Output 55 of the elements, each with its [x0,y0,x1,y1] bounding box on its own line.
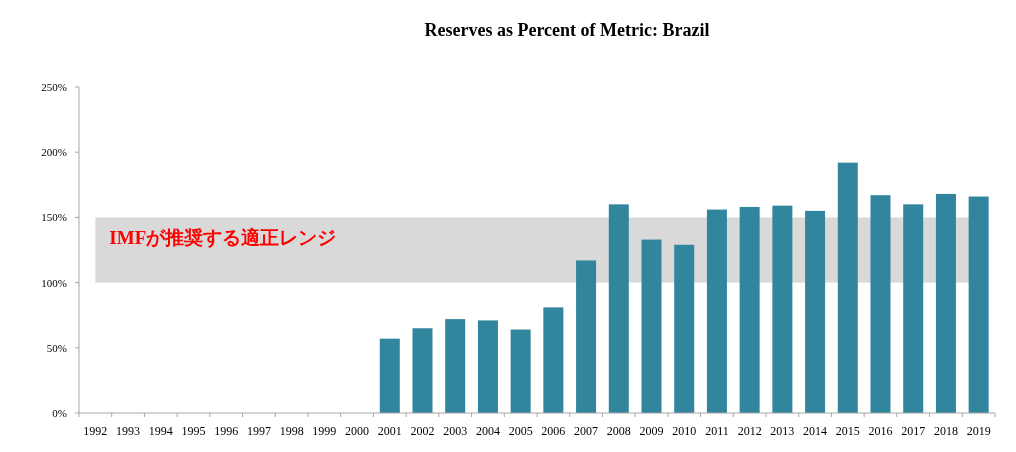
x-tick-label: 2000 [345,424,370,438]
y-tick-label: 50% [46,341,67,354]
x-tick-label: 2012 [737,424,762,438]
y-tick-label: 100% [41,276,67,289]
bar [870,195,891,413]
x-tick-label: 2006 [541,424,566,438]
x-tick-label: 1999 [312,424,337,438]
bar [412,328,433,413]
x-tick-label: 2018 [933,424,958,438]
x-tick-label: 2010 [672,424,697,438]
bar [968,196,989,413]
x-tick-label: 2015 [835,424,860,438]
x-tick-label: 2011 [705,424,729,438]
x-tick-label: 1997 [246,424,271,438]
x-tick-label: 2007 [574,424,599,438]
x-tick-label: 2019 [966,424,991,438]
bar [903,204,924,413]
bar [379,338,400,413]
x-tick-label: 2003 [443,424,468,438]
bar [641,239,662,413]
x-tick-label: 2001 [377,424,402,438]
y-tick-label: 150% [41,211,67,224]
bar [837,162,858,413]
y-tick-label: 250% [41,81,67,93]
bar [772,205,793,413]
x-tick-label: 1996 [214,424,239,438]
band-label: IMFが推奨する適正レンジ [109,227,337,249]
x-tick-label: 2013 [770,424,795,438]
x-tick-label: 1995 [181,424,206,438]
x-tick-label: 2004 [475,424,500,438]
y-tick-label: 0% [52,407,67,419]
x-tick-label: 2005 [508,424,533,438]
bar [935,193,956,413]
bar [576,260,597,413]
x-tick-label: 1994 [148,424,173,438]
x-tick-label: 2014 [803,424,828,438]
bar [445,319,466,413]
bar [805,210,826,413]
bar [739,206,760,413]
x-tick-label: 2016 [868,424,893,438]
x-tick-label: 2002 [410,424,435,438]
bar [543,307,564,413]
x-tick-label: 1998 [279,424,304,438]
x-tick-label: 2009 [639,424,664,438]
chart-title: Reserves as Percent of Metric: Brazil [424,20,710,40]
bar [477,320,498,413]
bar [674,244,695,413]
bar [706,209,727,413]
x-tick-label: 2017 [901,424,926,438]
x-tick-label: 1993 [116,424,141,438]
x-tick-label: 2008 [606,424,631,438]
x-tick-label: 1992 [83,424,108,438]
bar [608,204,629,413]
y-tick-label: 200% [41,146,67,159]
bar [510,329,531,413]
